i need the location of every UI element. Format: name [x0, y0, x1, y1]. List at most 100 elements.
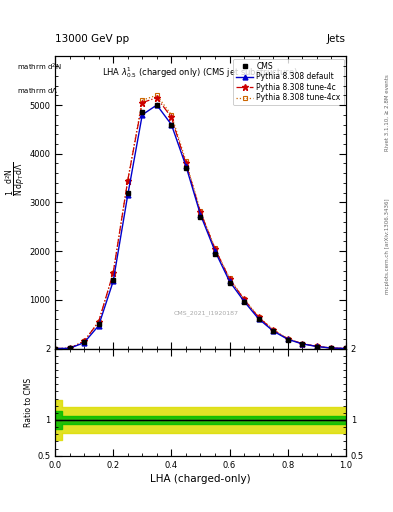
CMS [96, 321, 101, 327]
Pythia 8.308 default [82, 339, 86, 346]
CMS [111, 278, 116, 284]
Pythia 8.308 tune-4c [154, 95, 159, 101]
Pythia 8.308 tune-4cx [314, 343, 319, 349]
Pythia 8.308 default [154, 102, 159, 108]
Pythia 8.308 tune-4cx [329, 345, 334, 351]
Pythia 8.308 default [140, 112, 145, 118]
Pythia 8.308 tune-4cx [53, 346, 57, 352]
Pythia 8.308 tune-4cx [67, 345, 72, 351]
Pythia 8.308 tune-4cx [140, 97, 145, 103]
Pythia 8.308 tune-4c [184, 160, 188, 166]
CMS [53, 346, 57, 352]
Pythia 8.308 tune-4cx [256, 314, 261, 320]
Pythia 8.308 default [125, 192, 130, 198]
Pythia 8.308 default [271, 328, 275, 334]
Pythia 8.308 default [53, 346, 57, 352]
Pythia 8.308 tune-4cx [82, 338, 86, 344]
Pythia 8.308 tune-4cx [271, 327, 275, 333]
Line: Pythia 8.308 tune-4cx: Pythia 8.308 tune-4cx [53, 93, 348, 351]
Pythia 8.308 tune-4c [285, 336, 290, 342]
Pythia 8.308 default [300, 341, 305, 347]
Pythia 8.308 default [111, 278, 116, 284]
Text: mcplots.cern.ch [arXiv:1306.3436]: mcplots.cern.ch [arXiv:1306.3436] [385, 198, 390, 293]
Line: Pythia 8.308 tune-4c: Pythia 8.308 tune-4c [52, 95, 349, 352]
CMS [271, 328, 275, 334]
Pythia 8.308 default [285, 336, 290, 343]
CMS [285, 337, 290, 343]
Text: mathrm d$\Lambda$: mathrm d$\Lambda$ [17, 86, 59, 95]
Pythia 8.308 default [242, 298, 246, 304]
Pythia 8.308 tune-4c [314, 343, 319, 349]
Pythia 8.308 tune-4cx [184, 158, 188, 164]
CMS [184, 165, 188, 172]
Pythia 8.308 tune-4c [329, 345, 334, 351]
Pythia 8.308 tune-4c [169, 114, 174, 120]
Text: LHA $\lambda^{1}_{0.5}$ (charged only) (CMS jet substructure): LHA $\lambda^{1}_{0.5}$ (charged only) (… [103, 65, 298, 80]
Pythia 8.308 tune-4c [213, 246, 217, 252]
Pythia 8.308 default [256, 316, 261, 322]
Pythia 8.308 default [343, 346, 348, 352]
CMS [140, 109, 145, 115]
Pythia 8.308 default [67, 345, 72, 351]
Pythia 8.308 default [329, 345, 334, 351]
CMS [256, 316, 261, 323]
Pythia 8.308 tune-4c [67, 345, 72, 351]
CMS [213, 250, 217, 257]
X-axis label: LHA (charged-only): LHA (charged-only) [150, 474, 251, 484]
Text: mathrm d$^2$N: mathrm d$^2$N [17, 62, 62, 73]
CMS [343, 346, 348, 352]
Pythia 8.308 tune-4c [227, 276, 232, 282]
CMS [154, 102, 159, 108]
CMS [242, 299, 246, 305]
Text: Jets: Jets [327, 33, 346, 44]
Pythia 8.308 tune-4cx [300, 340, 305, 347]
Pythia 8.308 tune-4cx [227, 275, 232, 282]
Text: $\frac{1}{\mathrm{N}}\frac{\mathrm{d}^2\mathrm{N}}{\mathrm{d}p_T\,\mathrm{d}\Lam: $\frac{1}{\mathrm{N}}\frac{\mathrm{d}^2\… [4, 162, 27, 196]
CMS [125, 189, 130, 196]
Pythia 8.308 tune-4cx [169, 112, 174, 118]
Y-axis label: Ratio to CMS: Ratio to CMS [24, 377, 33, 426]
Legend: CMS, Pythia 8.308 default, Pythia 8.308 tune-4c, Pythia 8.308 tune-4cx: CMS, Pythia 8.308 default, Pythia 8.308 … [233, 58, 343, 105]
Pythia 8.308 tune-4c [82, 338, 86, 344]
Line: Pythia 8.308 default: Pythia 8.308 default [53, 102, 348, 351]
Pythia 8.308 default [169, 121, 174, 127]
Pythia 8.308 tune-4cx [242, 296, 246, 302]
Pythia 8.308 tune-4cx [198, 208, 203, 214]
Pythia 8.308 default [184, 163, 188, 169]
Pythia 8.308 tune-4cx [343, 346, 348, 352]
Pythia 8.308 default [213, 248, 217, 254]
Pythia 8.308 tune-4c [242, 296, 246, 303]
Pythia 8.308 tune-4c [53, 346, 57, 352]
Pythia 8.308 tune-4c [271, 327, 275, 333]
Text: Rivet 3.1.10, ≥ 2.8M events: Rivet 3.1.10, ≥ 2.8M events [385, 74, 390, 151]
Pythia 8.308 tune-4c [140, 99, 145, 105]
Pythia 8.308 tune-4c [300, 340, 305, 347]
Pythia 8.308 default [96, 323, 101, 329]
Line: CMS: CMS [53, 102, 348, 351]
Pythia 8.308 tune-4cx [285, 335, 290, 342]
Pythia 8.308 default [314, 344, 319, 350]
CMS [67, 345, 72, 351]
CMS [169, 121, 174, 127]
Pythia 8.308 tune-4c [198, 209, 203, 215]
Pythia 8.308 tune-4c [96, 318, 101, 325]
Pythia 8.308 tune-4cx [111, 270, 116, 276]
CMS [227, 280, 232, 286]
CMS [300, 341, 305, 347]
CMS [82, 339, 86, 345]
Pythia 8.308 tune-4cx [154, 92, 159, 98]
CMS [329, 345, 334, 351]
Pythia 8.308 tune-4cx [96, 318, 101, 325]
Pythia 8.308 tune-4cx [125, 178, 130, 184]
Text: 13000 GeV pp: 13000 GeV pp [55, 33, 129, 44]
Pythia 8.308 default [227, 278, 232, 284]
CMS [198, 214, 203, 220]
Pythia 8.308 tune-4c [343, 346, 348, 352]
Pythia 8.308 tune-4c [111, 270, 116, 276]
Pythia 8.308 tune-4cx [213, 245, 217, 251]
Pythia 8.308 tune-4c [125, 178, 130, 184]
Pythia 8.308 default [198, 211, 203, 218]
CMS [314, 344, 319, 350]
Pythia 8.308 tune-4c [256, 314, 261, 321]
Text: CMS_2021_I1920187: CMS_2021_I1920187 [174, 311, 239, 316]
